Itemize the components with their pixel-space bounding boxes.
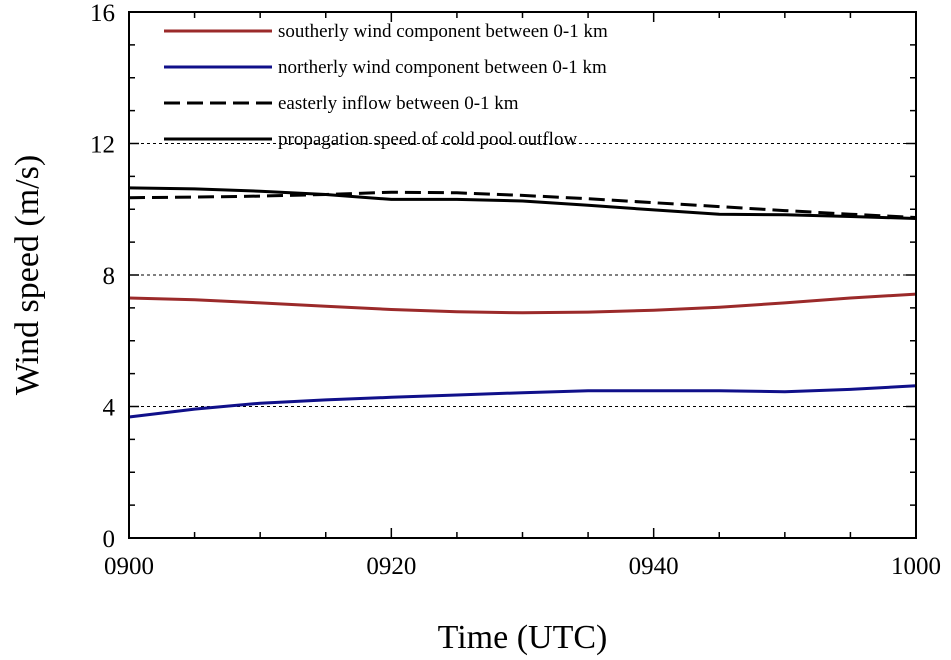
series-line-3 [128,186,917,220]
legend: southerly wind component between 0-1 km n… [164,21,608,150]
x-tick-label: 0900 [104,553,154,580]
legend-label-1: northerly wind component between 0-1 km [278,57,607,78]
x-tick-label: 1000 [891,553,941,580]
y-tick-label: 12 [90,132,115,159]
gridlines [129,143,916,407]
y-axis-title: Wind speed (m/s) [9,155,46,395]
series-line-0 [128,292,917,315]
y-tick-label: 4 [103,395,116,422]
series-line-1 [128,384,917,419]
x-tick-label: 0920 [366,553,416,580]
tick-labels: 0 4 8 12 16 0900 0920 0940 1000 [90,0,941,580]
y-tick-label: 8 [103,263,116,290]
x-tick-label: 0940 [629,553,679,580]
legend-label-2: easterly inflow between 0-1 km [278,93,519,114]
plot-frame [128,11,917,539]
legend-label-0: southerly wind component between 0-1 km [278,21,608,42]
series-lines [128,186,917,419]
y-tick-label: 0 [103,526,116,553]
series-line-2 [128,190,917,219]
legend-label-3: propagation speed of cold pool outflow [278,129,577,150]
y-tick-label: 16 [90,0,115,27]
x-axis-title: Time (UTC) [438,619,608,656]
